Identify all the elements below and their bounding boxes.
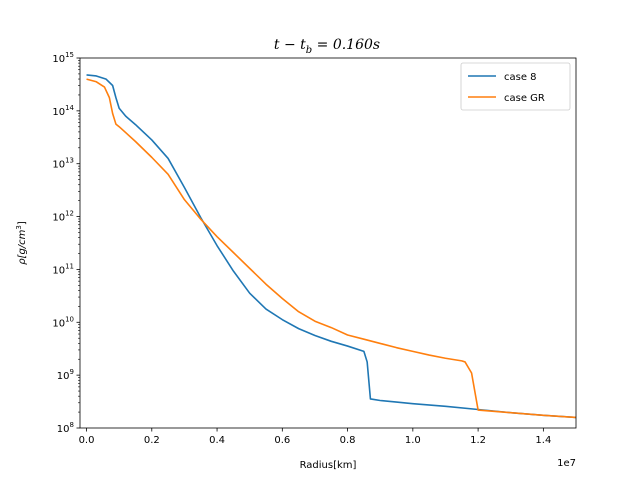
series-line-case-gr — [86, 78, 577, 419]
y-axis-label-superscript: 3 — [15, 225, 23, 229]
chart-title: t − tb = 0.160s — [274, 37, 380, 56]
y-tick-label: 1013 — [52, 157, 74, 171]
axes-frame — [79, 57, 577, 429]
y-tick-label: 1010 — [52, 315, 74, 329]
x-tick-label: 1.4 — [535, 435, 551, 446]
chart-title-main: t − t — [274, 37, 306, 53]
y-axis-label: ρ[g/cm3] — [15, 221, 28, 265]
x-tick-label: 0.6 — [274, 435, 290, 446]
series-line-case-8 — [86, 74, 577, 419]
y-axis-label-tail: ] — [17, 221, 28, 225]
y-axis-label-main: ρ[g/cm — [17, 229, 28, 264]
plot-area — [86, 74, 577, 419]
x-tick-label: 1.0 — [405, 435, 421, 446]
y-tick-label: 109 — [57, 368, 74, 382]
legend-box — [460, 62, 571, 111]
legend: case 8 case GR — [460, 62, 571, 111]
y-tick-label: 1012 — [52, 210, 74, 224]
y-tick-label: 108 — [57, 421, 74, 435]
y-tick-label: 1011 — [52, 262, 74, 276]
chart-title-tail: = 0.160s — [312, 37, 380, 53]
x-tick-label: 0.4 — [209, 435, 225, 446]
axis-ticks: 0.0 0.2 0.4 0.6 0.8 1.0 1.2 1.4 108 109 1010 1011 10… — [52, 51, 551, 446]
x-tick-label: 1.2 — [470, 435, 486, 446]
x-tick-label: 0.8 — [340, 435, 356, 446]
x-tick-label: 0.0 — [79, 435, 95, 446]
legend-label-case-8: case 8 — [504, 72, 537, 83]
legend-label-case-gr: case GR — [504, 93, 545, 104]
x-tick-label: 0.2 — [144, 435, 160, 446]
x-axis-offset-text: 1e7 — [557, 458, 576, 469]
chart-title-subscript: b — [306, 45, 312, 56]
x-axis-label: Radius[km] — [300, 460, 357, 471]
y-tick-label: 1015 — [52, 51, 74, 65]
y-tick-label: 1014 — [52, 104, 74, 118]
